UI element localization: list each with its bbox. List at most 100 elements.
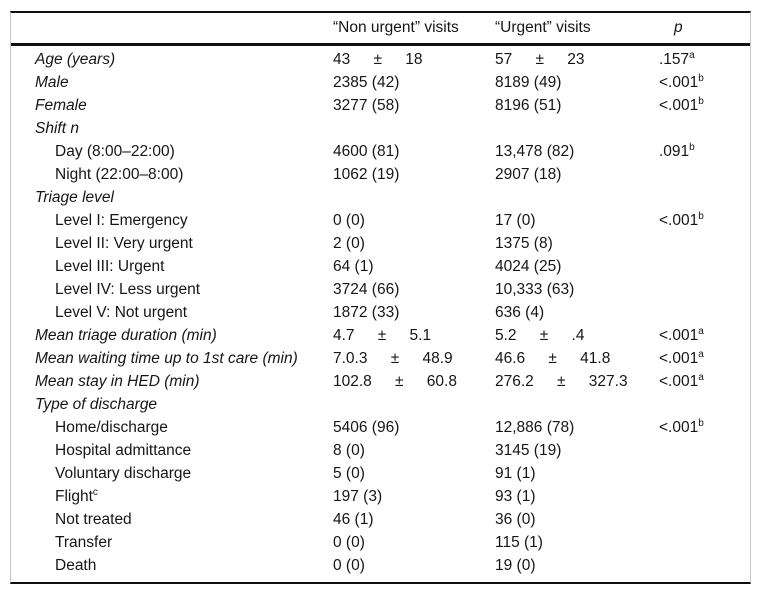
- footnote-marker: a: [698, 371, 704, 383]
- urgent-value: 1375 (8): [495, 234, 553, 252]
- p-value: <.001b: [659, 95, 704, 114]
- p-value: <.001b: [659, 72, 704, 91]
- urgent-value: 13,478 (82): [495, 142, 575, 160]
- header-p-value: p: [674, 19, 683, 36]
- non-urgent-value: 46 (1): [333, 510, 374, 528]
- row-label: Triage level: [35, 188, 114, 206]
- urgent-value: 91 (1): [495, 464, 536, 482]
- table-row: Level III: Urgent 64 (1) 4024 (25): [11, 255, 750, 278]
- table-row: Transfer 0 (0) 115 (1): [11, 531, 750, 554]
- footnote-marker: a: [689, 49, 695, 61]
- urgent-value: 636 (4): [495, 303, 545, 321]
- urgent-value: 8196 (51): [495, 96, 562, 114]
- non-urgent-value: 2 (0): [333, 234, 365, 252]
- non-urgent-value: 4600 (81): [333, 142, 400, 160]
- row-label: Mean waiting time up to 1st care (min): [35, 349, 298, 367]
- row-label: Day (8:00–22:00): [55, 142, 175, 160]
- footnote-marker: b: [698, 72, 704, 84]
- results-table: “Non urgent” visits “Urgent” visits p Ag…: [10, 11, 751, 584]
- urgent-value: 4024 (25): [495, 257, 562, 275]
- table-header-row: “Non urgent” visits “Urgent” visits p: [11, 13, 750, 46]
- table-body: Age (years) 43 ± 18 57 ± 23 .157a Male 2385 (…: [11, 46, 750, 582]
- table-row: Level V: Not urgent 1872 (33) 636 (4): [11, 301, 750, 324]
- row-label: Level II: Very urgent: [55, 234, 193, 252]
- table-row: Triage level: [11, 186, 750, 209]
- header-urgent-visits: “Urgent” visits: [495, 19, 591, 36]
- p-value: .157a: [659, 49, 695, 68]
- row-label: Level IV: Less urgent: [55, 280, 201, 298]
- row-label: Death: [55, 556, 97, 574]
- table-row: Mean triage duration (min) 4.7 ± 5.1 5.2 ±…: [11, 324, 750, 347]
- urgent-value: 8189 (49): [495, 73, 562, 91]
- non-urgent-value: 64 (1): [333, 257, 374, 275]
- urgent-value: 3145 (19): [495, 441, 562, 459]
- table-row: Age (years) 43 ± 18 57 ± 23 .157a: [11, 48, 750, 71]
- row-label: Level I: Emergency: [55, 211, 188, 229]
- table-row: Shift n: [11, 117, 750, 140]
- non-urgent-value: 0 (0): [333, 533, 365, 551]
- urgent-value: 46.6 ± 41.8: [495, 349, 611, 367]
- footnote-marker: a: [698, 348, 704, 360]
- row-label: Mean stay in HED (min): [35, 372, 200, 390]
- urgent-value: 115 (1): [495, 533, 543, 551]
- non-urgent-value: 3277 (58): [333, 96, 400, 114]
- p-value: <.001a: [659, 371, 704, 390]
- urgent-value: 5.2 ± .4: [495, 326, 585, 344]
- table-row: Night (22:00–8:00) 1062 (19) 2907 (18): [11, 163, 750, 186]
- non-urgent-value: 5406 (96): [333, 418, 400, 436]
- row-label: Home/discharge: [55, 418, 168, 436]
- row-label: Mean triage duration (min): [35, 326, 217, 344]
- p-value: .091b: [659, 141, 695, 160]
- row-label: Type of discharge: [35, 395, 158, 413]
- non-urgent-value: 102.8 ± 60.8: [333, 372, 457, 390]
- urgent-value: 93 (1): [495, 487, 536, 505]
- header-non-urgent-visits: “Non urgent” visits: [333, 19, 459, 36]
- non-urgent-value: 43 ± 18: [333, 50, 423, 68]
- urgent-value: 12,886 (78): [495, 418, 575, 436]
- table-row: Mean waiting time up to 1st care (min) 7.…: [11, 347, 750, 370]
- row-label: Level III: Urgent: [55, 257, 165, 275]
- row-label: Transfer: [55, 533, 113, 551]
- urgent-value: 57 ± 23: [495, 50, 585, 68]
- non-urgent-value: 1062 (19): [333, 165, 400, 183]
- table-row: Level II: Very urgent 2 (0) 1375 (8): [11, 232, 750, 255]
- footnote-marker: b: [698, 417, 704, 429]
- table-row: Level IV: Less urgent 3724 (66) 10,333 (63…: [11, 278, 750, 301]
- p-value: <.001b: [659, 417, 704, 436]
- table-row: Level I: Emergency 0 (0) 17 (0) <.001b: [11, 209, 750, 232]
- non-urgent-value: 3724 (66): [333, 280, 400, 298]
- non-urgent-value: 5 (0): [333, 464, 365, 482]
- table-row: Hospital admittance 8 (0) 3145 (19): [11, 439, 750, 462]
- row-label: Not treated: [55, 510, 132, 528]
- non-urgent-value: 0 (0): [333, 556, 365, 574]
- row-label: Shift n: [35, 119, 79, 137]
- footnote-marker: b: [698, 95, 704, 107]
- non-urgent-value: 7.0.3 ± 48.9: [333, 349, 453, 367]
- row-label: Hospital admittance: [55, 441, 192, 459]
- urgent-value: 36 (0): [495, 510, 536, 528]
- table-row: Day (8:00–22:00) 4600 (81) 13,478 (82) .091…: [11, 140, 750, 163]
- row-label: Age (years): [35, 50, 116, 68]
- urgent-value: 10,333 (63): [495, 280, 575, 298]
- footnote-marker: b: [698, 210, 704, 222]
- table-row: Mean stay in HED (min) 102.8 ± 60.8 276.2 …: [11, 370, 750, 393]
- table-row: Male 2385 (42) 8189 (49) <.001b: [11, 71, 750, 94]
- urgent-value: 2907 (18): [495, 165, 562, 183]
- table-row: Home/discharge 5406 (96) 12,886 (78) <.001b: [11, 416, 750, 439]
- table-row: Type of discharge: [11, 393, 750, 416]
- table-row: Not treated 46 (1) 36 (0): [11, 508, 750, 531]
- row-label: Female: [35, 96, 87, 114]
- p-value: <.001a: [659, 348, 704, 367]
- table-row: Voluntary discharge 5 (0) 91 (1): [11, 462, 750, 485]
- row-label: Voluntary discharge: [55, 464, 192, 482]
- footnote-marker: c: [92, 486, 98, 498]
- non-urgent-value: 8 (0): [333, 441, 365, 459]
- row-label: Level V: Not urgent: [55, 303, 188, 321]
- p-value: <.001a: [659, 325, 704, 344]
- non-urgent-value: 197 (3): [333, 487, 383, 505]
- table-row: Flightc 197 (3) 93 (1): [11, 485, 750, 508]
- footnote-marker: b: [689, 141, 695, 153]
- non-urgent-value: 4.7 ± 5.1: [333, 326, 432, 344]
- row-label: Night (22:00–8:00): [55, 165, 184, 183]
